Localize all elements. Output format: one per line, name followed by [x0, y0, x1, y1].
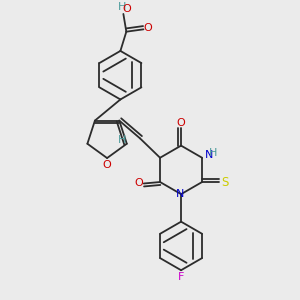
Text: O: O: [143, 23, 152, 33]
Text: O: O: [103, 160, 112, 170]
Text: O: O: [134, 178, 143, 188]
Text: H: H: [118, 2, 126, 12]
Text: H: H: [209, 148, 218, 158]
Text: N: N: [176, 189, 184, 200]
Text: O: O: [122, 4, 131, 14]
Text: O: O: [177, 118, 185, 128]
Text: H: H: [118, 135, 126, 145]
Text: S: S: [221, 176, 229, 188]
Text: F: F: [178, 272, 184, 282]
Text: N: N: [204, 150, 213, 161]
